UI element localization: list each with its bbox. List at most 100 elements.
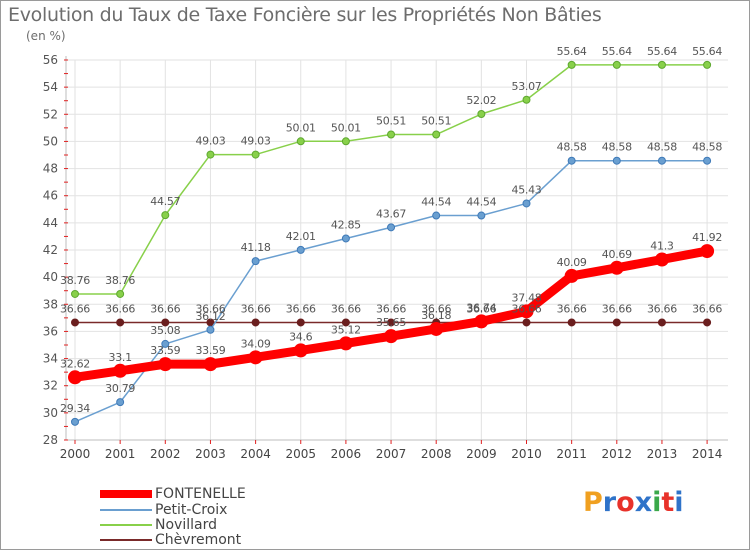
x-tick-label: 2006 xyxy=(331,447,362,461)
data-point-fontenelle xyxy=(609,260,624,275)
data-label-fontenelle: 32.62 xyxy=(60,357,90,370)
data-point-fontenelle xyxy=(203,357,218,372)
data-point-petit-croix xyxy=(387,223,396,232)
data-label-novillard: 44.57 xyxy=(150,195,180,208)
data-label-novillard: 52.02 xyxy=(466,94,496,107)
data-point-petit-croix xyxy=(703,156,712,165)
logo-letter: r xyxy=(602,487,617,518)
data-point-ch-vremont xyxy=(116,318,125,327)
data-label-ch-vremont: 36.66 xyxy=(150,302,180,315)
data-label-petit-croix: 36.12 xyxy=(195,310,225,323)
data-label-novillard: 55.64 xyxy=(602,45,632,58)
legend-label: Petit-Croix xyxy=(155,501,228,518)
data-label-fontenelle: 34.09 xyxy=(241,337,271,350)
data-label-fontenelle: 37.48 xyxy=(512,291,542,304)
data-point-ch-vremont xyxy=(387,318,396,327)
data-label-novillard: 50.01 xyxy=(286,121,316,134)
y-tick-label: 42 xyxy=(43,243,58,257)
data-label-novillard: 38.76 xyxy=(105,274,135,287)
data-point-novillard xyxy=(161,211,170,220)
data-label-ch-vremont: 36.66 xyxy=(105,302,135,315)
data-point-novillard xyxy=(296,137,305,146)
data-point-novillard xyxy=(657,60,666,69)
data-label-novillard: 50.01 xyxy=(331,121,361,134)
data-point-novillard xyxy=(567,60,576,69)
data-point-fontenelle xyxy=(654,252,669,267)
y-tick-label: 30 xyxy=(43,406,58,420)
data-point-petit-croix xyxy=(296,245,305,254)
data-label-fontenelle: 41.92 xyxy=(692,231,722,244)
data-label-petit-croix: 45.43 xyxy=(512,183,542,196)
data-label-novillard: 50.51 xyxy=(376,115,406,128)
legend-label: Chèvremont xyxy=(155,531,242,548)
data-label-fontenelle: 35.65 xyxy=(376,316,406,329)
legend-item-ch-vremont: Chèvremont xyxy=(100,531,242,548)
data-point-ch-vremont xyxy=(71,318,79,327)
x-tick-label: 2010 xyxy=(511,447,542,461)
data-point-petit-croix xyxy=(657,156,666,165)
legend-swatch xyxy=(100,508,152,511)
data-point-ch-vremont xyxy=(341,318,350,327)
data-label-fontenelle: 33.59 xyxy=(195,344,225,357)
data-label-fontenelle: 36.18 xyxy=(421,309,451,322)
logo-letter: o xyxy=(616,487,635,518)
data-point-fontenelle xyxy=(158,357,173,372)
data-label-petit-croix: 48.58 xyxy=(647,141,677,154)
data-point-fontenelle xyxy=(248,350,263,365)
data-label-ch-vremont: 36.66 xyxy=(466,302,496,315)
x-tick-label: 2003 xyxy=(195,447,226,461)
data-label-petit-croix: 43.67 xyxy=(376,207,406,220)
data-point-fontenelle xyxy=(429,321,444,336)
data-point-fontenelle xyxy=(474,314,489,329)
x-tick-label: 2009 xyxy=(466,447,497,461)
data-label-petit-croix: 48.58 xyxy=(602,141,632,154)
data-point-petit-croix xyxy=(71,417,79,426)
data-label-ch-vremont: 36.66 xyxy=(241,302,271,315)
y-tick-label: 46 xyxy=(43,189,58,203)
logo-letter: i xyxy=(674,487,684,518)
x-tick-label: 2007 xyxy=(376,447,407,461)
data-label-fontenelle: 33.1 xyxy=(109,351,132,364)
y-tick-label: 28 xyxy=(43,433,58,447)
data-label-petit-croix: 42.85 xyxy=(331,218,361,231)
data-point-petit-croix xyxy=(567,156,576,165)
data-point-fontenelle xyxy=(68,370,82,385)
data-label-ch-vremont: 36.66 xyxy=(286,302,316,315)
chart-title: Evolution du Taux de Taxe Foncière sur l… xyxy=(8,4,602,26)
data-label-novillard: 53.07 xyxy=(512,80,542,93)
data-label-petit-croix: 29.34 xyxy=(60,402,90,415)
y-tick-label: 40 xyxy=(43,270,58,284)
data-label-petit-croix: 30.79 xyxy=(105,382,135,395)
x-tick-label: 2014 xyxy=(692,447,723,461)
data-label-ch-vremont: 36.66 xyxy=(376,302,406,315)
legend-swatch xyxy=(100,538,152,541)
y-tick-label: 44 xyxy=(43,216,58,230)
data-point-petit-croix xyxy=(206,325,215,334)
data-point-ch-vremont xyxy=(296,318,305,327)
data-label-ch-vremont: 36.66 xyxy=(331,302,361,315)
y-tick-label: 52 xyxy=(43,107,58,121)
legend-item-petit-croix: Petit-Croix xyxy=(100,501,228,518)
data-point-fontenelle xyxy=(564,268,579,283)
logo-letter: P xyxy=(583,487,603,518)
data-point-novillard xyxy=(116,289,125,298)
data-point-petit-croix xyxy=(477,211,486,220)
legend-item-fontenelle: FONTENELLE xyxy=(100,486,246,502)
data-point-petit-croix xyxy=(161,339,170,348)
y-tick-label: 48 xyxy=(43,162,58,176)
data-label-petit-croix: 48.58 xyxy=(557,141,587,154)
data-label-petit-croix: 35.08 xyxy=(150,324,180,337)
data-point-ch-vremont xyxy=(612,318,621,327)
data-label-fontenelle: 35.12 xyxy=(331,323,361,336)
y-tick-label: 34 xyxy=(43,352,58,366)
data-label-ch-vremont: 36.66 xyxy=(512,302,542,315)
data-label-ch-vremont: 36.66 xyxy=(647,302,677,315)
legend-label: Novillard xyxy=(155,516,217,533)
logo-letter: i xyxy=(652,487,662,518)
data-label-fontenelle: 36.74 xyxy=(466,301,496,314)
data-point-novillard xyxy=(477,110,486,119)
data-point-fontenelle xyxy=(113,363,128,378)
data-point-novillard xyxy=(206,150,215,159)
data-label-petit-croix: 42.01 xyxy=(286,230,316,243)
